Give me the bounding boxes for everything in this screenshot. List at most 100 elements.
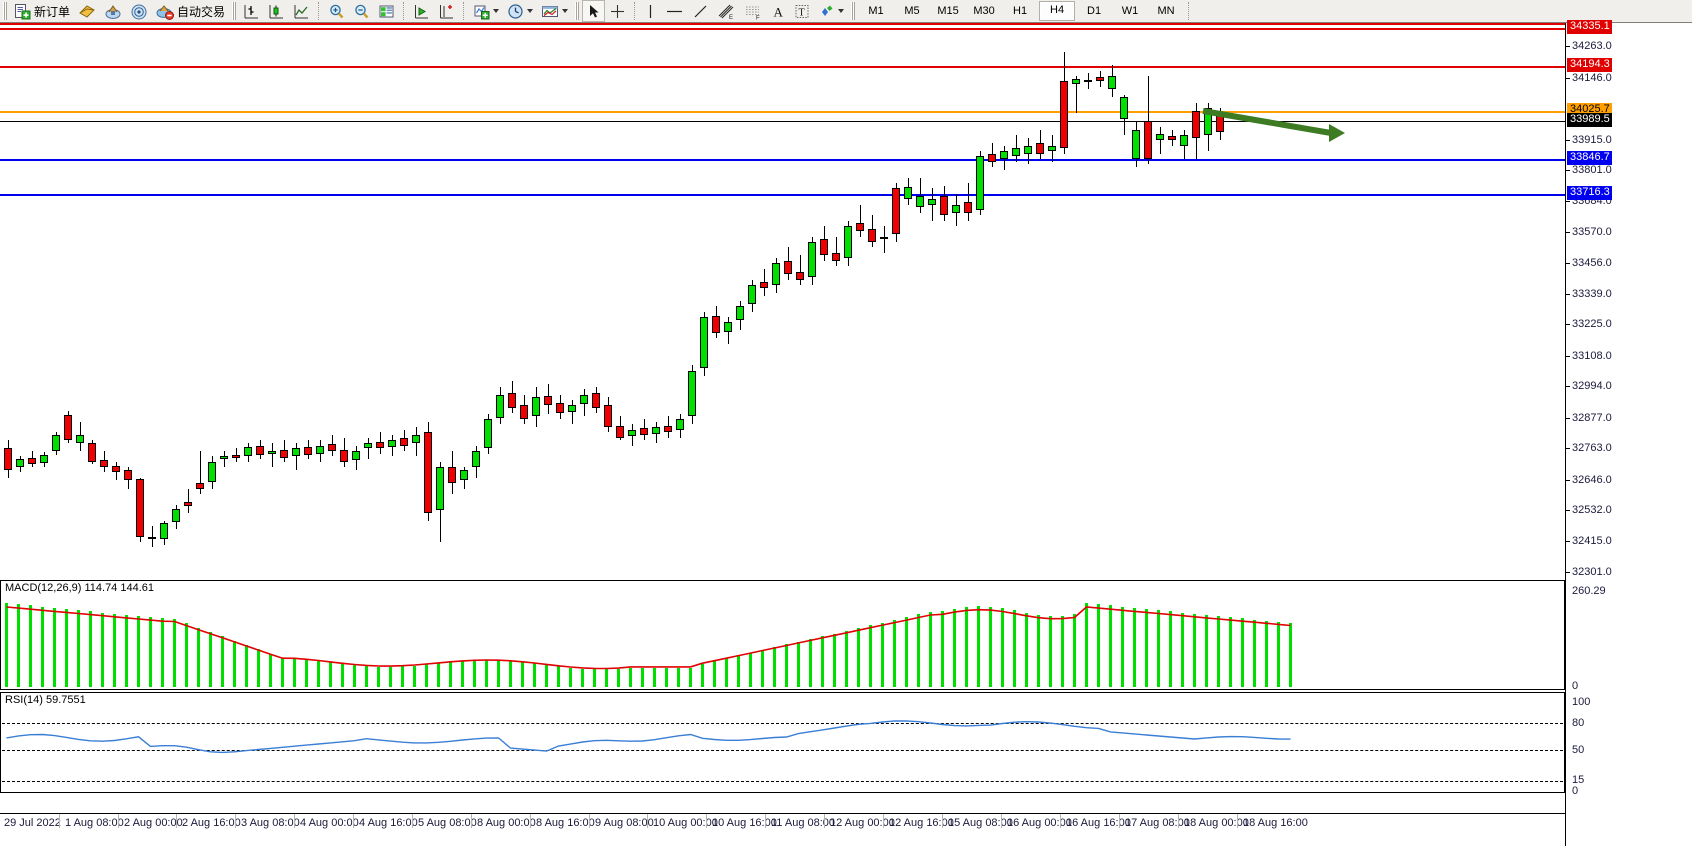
timeframe-m1[interactable]: M1 xyxy=(868,5,884,17)
shapes-button[interactable] xyxy=(815,1,847,21)
hline-current-price[interactable] xyxy=(0,121,1565,123)
timeframe-mn[interactable]: MN xyxy=(1157,5,1175,17)
svg-text:E: E xyxy=(729,15,733,20)
chevron-down-icon-4[interactable] xyxy=(838,9,845,13)
hline-resistance-upper[interactable] xyxy=(0,28,1565,30)
macd-histogram-bar xyxy=(65,608,68,687)
timeframe-m30[interactable]: M30 xyxy=(973,5,995,17)
toolbar-gripper-2[interactable] xyxy=(232,2,237,20)
macd-histogram-bar xyxy=(773,647,776,687)
toolbar-gripper-4[interactable] xyxy=(851,2,856,20)
candle-body xyxy=(640,428,648,435)
autotrading-button[interactable]: 自动交易 xyxy=(153,1,228,21)
candlestick-chart-button[interactable] xyxy=(265,1,288,21)
hline-support[interactable] xyxy=(0,158,1565,161)
candlestick xyxy=(448,25,456,578)
chart-window[interactable]: DJ30-,H4 33989.5 33989.5 33989.5 33989.5… xyxy=(0,20,1692,847)
hline-resistance[interactable] xyxy=(0,65,1565,68)
candlestick xyxy=(172,25,180,578)
macd-histogram-bar xyxy=(977,606,980,687)
macd-histogram-bar xyxy=(965,606,968,687)
candlestick xyxy=(148,25,156,578)
macd-histogram-bar xyxy=(629,667,632,687)
zoom-out-button[interactable] xyxy=(350,1,373,21)
chevron-down-icon[interactable] xyxy=(493,9,500,13)
templates-button[interactable] xyxy=(538,1,571,21)
macd-histogram-bar xyxy=(893,619,896,687)
time-tick-separator xyxy=(647,814,648,828)
macd-histogram-bar xyxy=(689,667,692,687)
channel-icon: E xyxy=(718,4,734,20)
toolbar-separator-3 xyxy=(463,2,465,20)
macd-histogram-bar xyxy=(341,663,344,687)
line-chart-button[interactable] xyxy=(290,1,313,21)
macd-histogram-bar xyxy=(185,623,188,687)
macd-histogram-bar xyxy=(521,662,524,687)
candle-body xyxy=(256,445,264,456)
signals-button[interactable] xyxy=(127,1,151,21)
auto-scroll-button[interactable] xyxy=(410,1,433,21)
price-label-resistance-upper[interactable]: 34335.1 xyxy=(1567,20,1612,34)
cursor-button[interactable] xyxy=(582,0,606,22)
chevron-down-icon-3[interactable] xyxy=(562,9,569,13)
candle-body xyxy=(112,465,120,473)
clock-icon xyxy=(508,3,523,19)
toolbar-gripper-3[interactable] xyxy=(575,2,580,20)
timeframe-h4[interactable]: H4 xyxy=(1039,1,1076,21)
chart-top-accent-line xyxy=(0,23,1565,25)
macd-pane[interactable]: MACD(12,26,9) 114.74 144.61 xyxy=(0,580,1565,690)
price-axis[interactable]: 34263.0 34146.0 33915.0 33801.0 33684.0 33570… xyxy=(1565,20,1692,846)
chart-shift-button[interactable] xyxy=(435,1,458,21)
macd-histogram-bar xyxy=(1037,614,1040,687)
time-axis[interactable]: 29 Jul 2022 1 Aug 08:00 2 Aug 00:00 2 Aug 1… xyxy=(0,813,1565,847)
hline-support-lower[interactable] xyxy=(0,193,1565,196)
autotrading-icon xyxy=(156,4,175,20)
candlestick xyxy=(724,25,732,578)
chevron-down-icon-2[interactable] xyxy=(527,9,534,13)
price-label-support-lower[interactable]: 33716.3 xyxy=(1567,185,1612,200)
time-tick: 11 Aug 08:00 xyxy=(771,817,836,829)
fibonacci-button[interactable]: F xyxy=(741,1,766,21)
equidistant-channel-button[interactable]: E xyxy=(714,1,739,21)
crosshair-button[interactable] xyxy=(606,1,629,21)
trendline-button[interactable] xyxy=(689,1,712,21)
vertical-line-button[interactable] xyxy=(641,1,660,21)
candle-body xyxy=(184,501,192,506)
timeframe-m15[interactable]: M15 xyxy=(937,5,959,17)
price-label-resistance[interactable]: 34194.3 xyxy=(1567,57,1612,72)
macd-histogram-bar xyxy=(665,667,668,687)
price-label-current[interactable]: 33989.5 xyxy=(1567,112,1612,127)
tile-windows-button[interactable] xyxy=(375,1,398,21)
timeframe-w1[interactable]: W1 xyxy=(1121,5,1139,17)
timeframe-d1[interactable]: D1 xyxy=(1087,5,1102,17)
timeframe-m5[interactable]: M5 xyxy=(904,5,920,17)
text-button[interactable]: A xyxy=(768,1,789,21)
hline-pivot[interactable] xyxy=(0,110,1565,113)
bar-chart-button[interactable] xyxy=(240,1,263,21)
zoom-in-button[interactable] xyxy=(325,1,348,21)
periods-button[interactable] xyxy=(504,1,536,21)
expert-advisors-button[interactable] xyxy=(101,1,125,21)
shapes-icon xyxy=(822,5,833,16)
timeframe-h1[interactable]: H1 xyxy=(1013,5,1028,17)
indicators-button[interactable] xyxy=(470,1,502,21)
toolbar-gripper[interactable] xyxy=(3,2,7,20)
metaeditor-button[interactable] xyxy=(75,1,99,21)
new-order-button[interactable]: 新订单 xyxy=(11,1,73,21)
price-label-support[interactable]: 33846.7 xyxy=(1567,150,1612,165)
toolbar-separator-5 xyxy=(1188,2,1190,20)
candle-body xyxy=(856,223,864,232)
macd-histogram-bar xyxy=(713,660,716,687)
candlestick xyxy=(832,25,840,578)
text-label-button[interactable]: T xyxy=(791,1,813,21)
candle-body xyxy=(472,451,480,468)
rsi-pane[interactable]: RSI(14) 59.7551 xyxy=(0,692,1565,793)
macd-histogram-bar xyxy=(209,631,212,687)
candlestick xyxy=(184,25,192,578)
horizontal-line-button[interactable] xyxy=(662,1,687,21)
candle-body xyxy=(676,418,684,430)
price-pane[interactable] xyxy=(0,25,1565,578)
time-tick-separator xyxy=(412,814,413,828)
price-tick: 32532.0 xyxy=(1566,504,1612,517)
